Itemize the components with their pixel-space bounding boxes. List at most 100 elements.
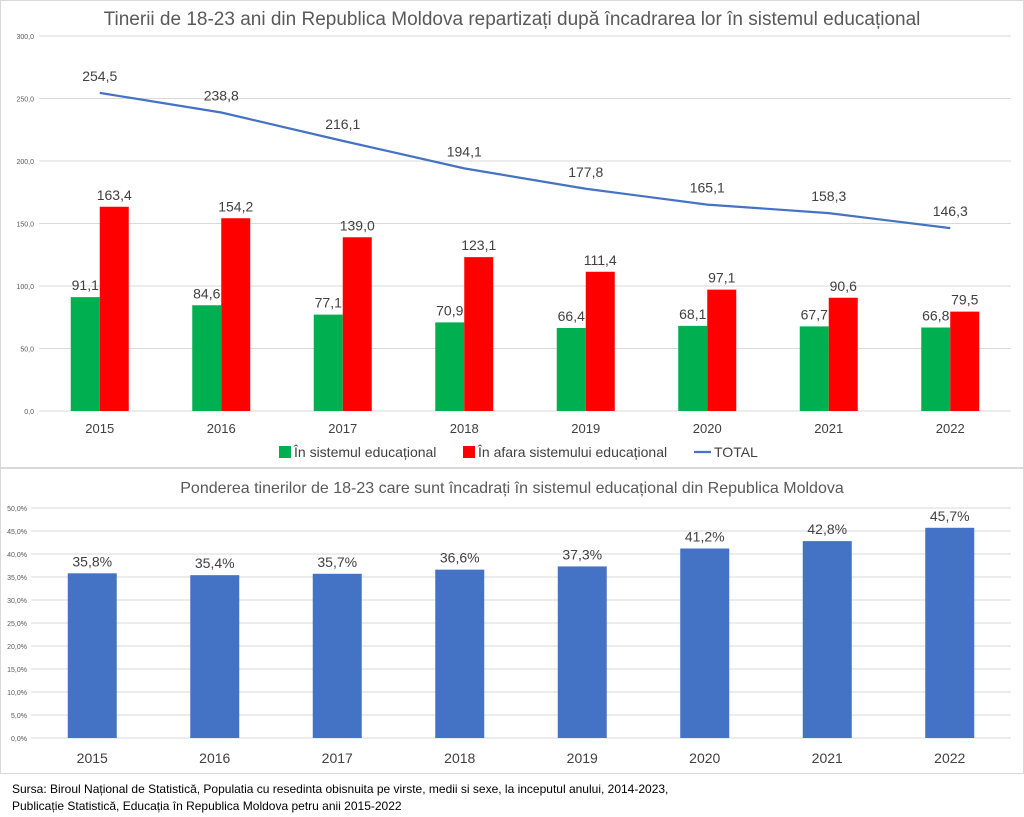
x-tick-label: 2017	[328, 421, 357, 436]
x-tick-label: 2021	[814, 421, 843, 436]
bar-share	[925, 527, 975, 738]
data-label: 123,1	[461, 237, 496, 253]
y-tick-label: 250,0	[16, 97, 34, 104]
y-tick-label: 5,0%	[11, 713, 27, 720]
source-note: Sursa: Biroul Național de Statistică, Po…	[12, 781, 668, 815]
x-tick-label: 2019	[567, 750, 598, 766]
data-label: 79,5	[951, 292, 978, 308]
data-label: 35,8%	[72, 553, 112, 569]
data-label: 111,4	[584, 252, 617, 268]
data-label: 37,3%	[562, 546, 602, 562]
chart-panel-youth-distribution: Tinerii de 18-23 ani din Republica Moldo…	[0, 0, 1024, 468]
data-label: 139,0	[340, 217, 375, 233]
chart-title: Tinerii de 18-23 ani din Republica Moldo…	[104, 9, 921, 30]
y-tick-label: 15,0%	[7, 667, 27, 674]
legend-label-total: TOTAL	[714, 444, 758, 460]
legend-label-in-education: În sistemul educațional	[293, 444, 436, 460]
total-data-label: 238,8	[204, 88, 239, 104]
total-data-label: 165,1	[690, 180, 725, 196]
x-tick-label: 2016	[207, 421, 236, 436]
data-label: 35,7%	[317, 554, 357, 570]
source-line-1: Sursa: Biroul Național de Statistică, Po…	[12, 782, 669, 796]
bar-outside-education	[585, 271, 615, 411]
total-data-label: 254,5	[82, 68, 117, 84]
bar-outside-education	[221, 218, 251, 411]
bar-outside-education	[707, 289, 737, 411]
data-label: 90,6	[830, 278, 857, 294]
y-tick-label: 0,0%	[11, 736, 27, 743]
y-tick-label: 30,0%	[7, 598, 27, 605]
data-label: 36,6%	[440, 550, 480, 566]
bar-share	[680, 548, 730, 738]
y-tick-label: 40,0%	[7, 552, 27, 559]
y-tick-label: 10,0%	[7, 690, 27, 697]
bar-share	[435, 569, 485, 738]
chart-youth-distribution: Tinerii de 18-23 ani din Republica Moldo…	[16, 9, 1011, 460]
data-label: 67,7	[801, 306, 828, 322]
data-label: 97,1	[708, 270, 735, 286]
x-tick-label: 2020	[689, 750, 720, 766]
legend-swatch-outside-education	[463, 446, 475, 458]
total-data-label: 146,3	[933, 203, 968, 219]
x-tick-label: 2021	[812, 750, 843, 766]
data-label: 45,7%	[930, 508, 970, 524]
data-label: 70,9	[436, 302, 463, 318]
data-label: 84,6	[193, 285, 220, 301]
total-data-label: 194,1	[447, 143, 482, 159]
bar-outside-education	[99, 206, 129, 411]
legend-label-outside-education: În afara sistemului educațional	[477, 444, 667, 460]
y-tick-label: 45,0%	[7, 529, 27, 536]
bar-in-education	[313, 314, 343, 411]
x-tick-label: 2022	[934, 750, 965, 766]
data-label: 77,1	[315, 295, 342, 311]
data-label: 42,8%	[807, 521, 847, 537]
x-tick-label: 2015	[77, 750, 108, 766]
y-tick-label: 50,0%	[7, 506, 27, 513]
bar-share	[557, 566, 607, 738]
source-line-2: Publicație Statistică, Educația în Repub…	[12, 799, 402, 813]
y-tick-label: 100,0	[16, 284, 34, 291]
y-tick-label: 300,0	[16, 34, 34, 41]
total-data-label: 216,1	[325, 116, 360, 132]
x-tick-label: 2018	[450, 421, 479, 436]
y-tick-label: 25,0%	[7, 621, 27, 628]
chart-panel-share-in-education: Ponderea tinerilor de 18-23 care sunt în…	[0, 468, 1024, 774]
y-tick-label: 20,0%	[7, 644, 27, 651]
bar-share	[67, 573, 117, 738]
total-data-label: 177,8	[568, 164, 603, 180]
bar-in-education	[921, 327, 951, 411]
bar-in-education	[678, 325, 708, 411]
x-tick-label: 2017	[322, 750, 353, 766]
bar-outside-education	[950, 311, 980, 411]
bar-outside-education	[828, 297, 858, 411]
total-data-label: 158,3	[811, 188, 846, 204]
x-tick-label: 2015	[85, 421, 114, 436]
bar-share	[190, 575, 240, 738]
y-tick-label: 35,0%	[7, 575, 27, 582]
data-label: 66,4	[558, 308, 585, 324]
data-label: 35,4%	[195, 555, 235, 571]
chart-share-in-education: Ponderea tinerilor de 18-23 care sunt în…	[7, 480, 1011, 766]
data-label: 163,4	[97, 187, 132, 203]
bar-in-education	[799, 326, 829, 411]
bar-in-education	[70, 297, 100, 411]
bar-outside-education	[342, 237, 372, 411]
x-tick-label: 2016	[199, 750, 230, 766]
total-line	[99, 91, 951, 230]
data-label: 91,1	[72, 277, 99, 293]
y-tick-label: 50,0	[20, 347, 34, 354]
bar-in-education	[435, 322, 465, 411]
bar-share	[802, 541, 852, 738]
x-tick-label: 2022	[936, 421, 965, 436]
bar-outside-education	[464, 257, 494, 411]
data-label: 68,1	[679, 306, 706, 322]
y-tick-label: 0,0	[24, 409, 34, 416]
data-label: 154,2	[218, 198, 253, 214]
y-tick-label: 150,0	[16, 222, 34, 229]
y-tick-label: 200,0	[16, 159, 34, 166]
chart-title: Ponderea tinerilor de 18-23 care sunt în…	[180, 480, 844, 497]
legend-swatch-in-education	[279, 446, 291, 458]
bar-in-education	[556, 328, 586, 411]
x-tick-label: 2020	[693, 421, 722, 436]
bar-in-education	[192, 305, 222, 411]
